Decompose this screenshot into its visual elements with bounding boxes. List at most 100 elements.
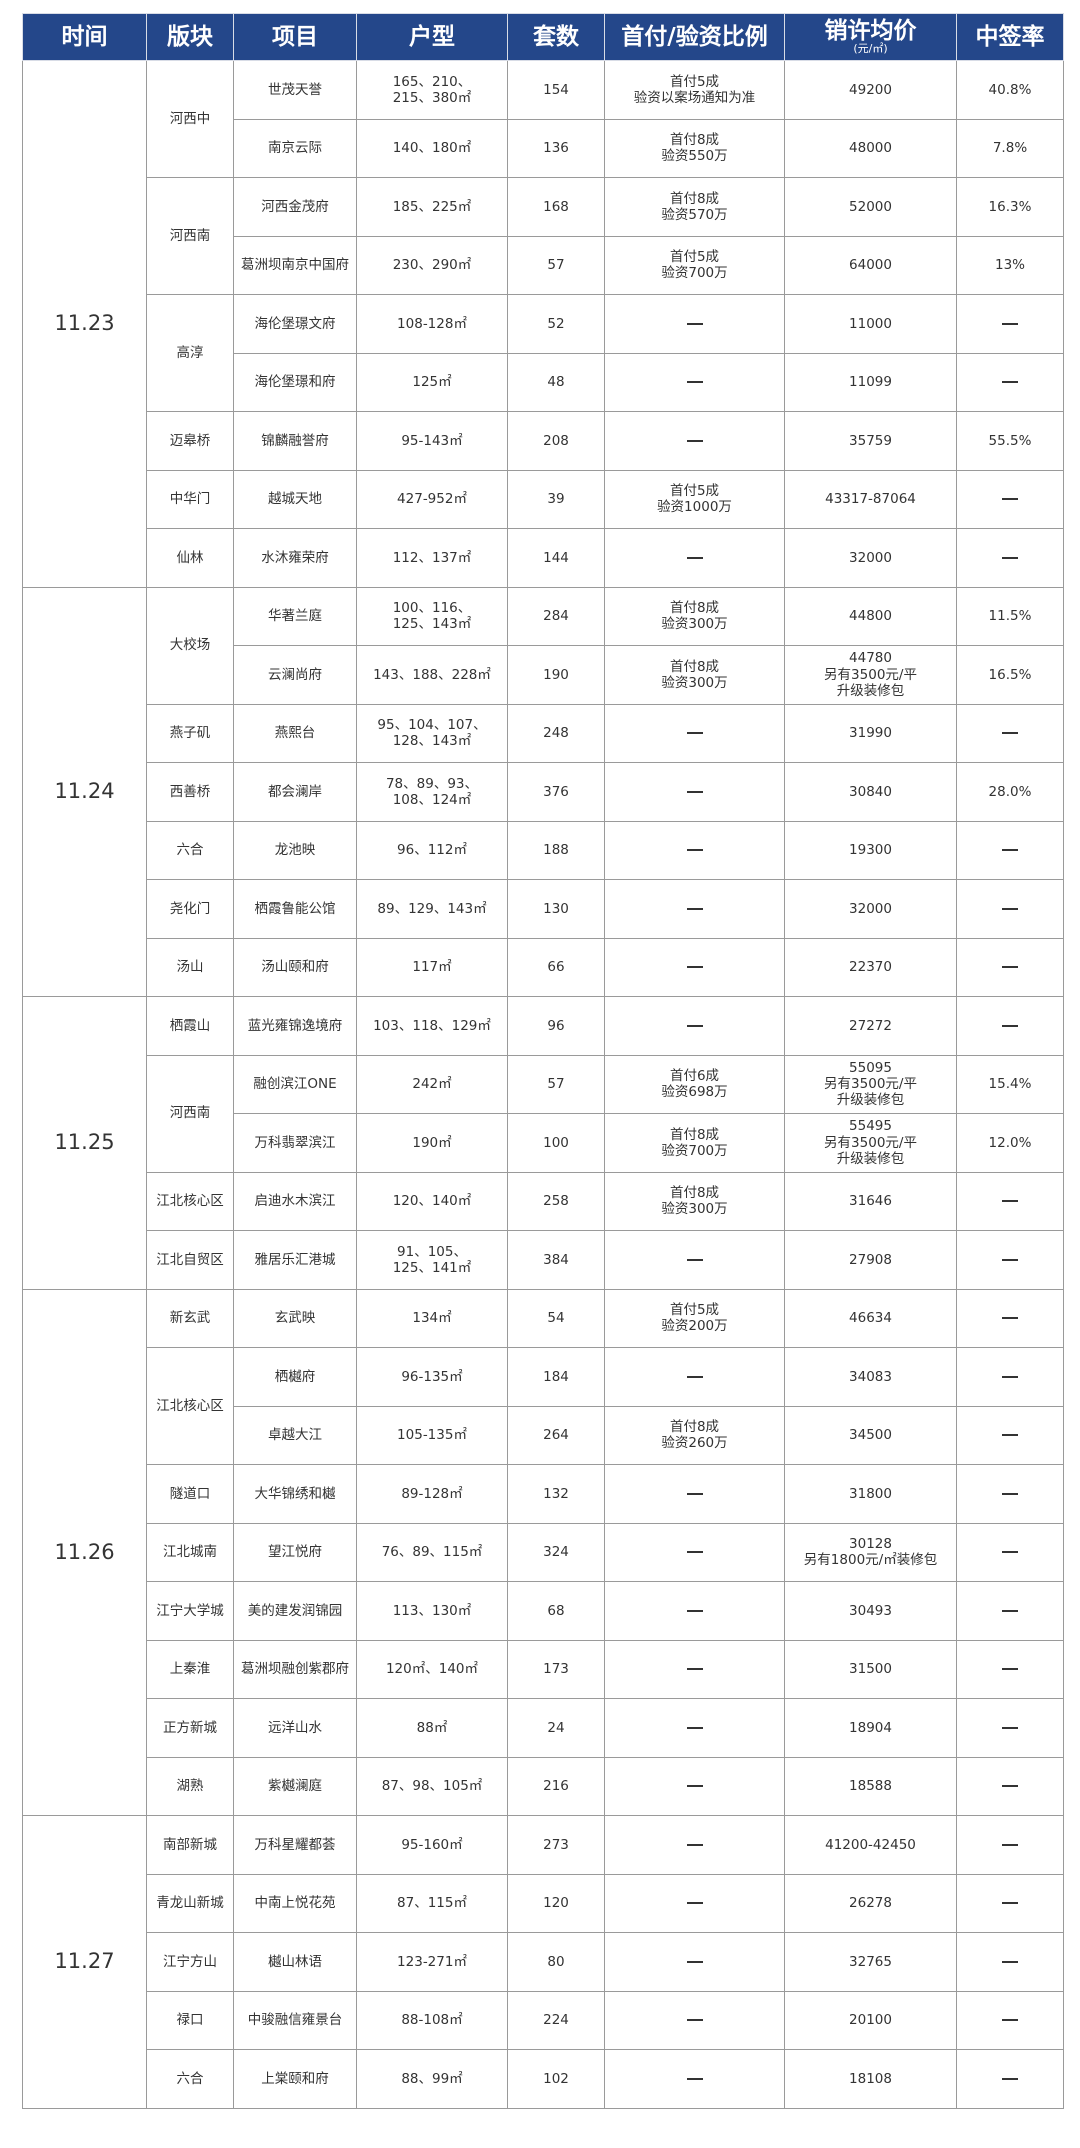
table-row: 江宁大学城 美的建发润锦园 113、130㎡ 68 30493	[23, 1581, 1064, 1641]
dash-mark	[686, 1726, 703, 1729]
unit-types-cell: 113、130㎡	[356, 1581, 508, 1641]
unit-types-cell: 143、188、228㎡	[356, 645, 508, 705]
win-rate-cell: 12.0%	[956, 1113, 1064, 1173]
payment-cell	[604, 1639, 785, 1699]
price-cell: 32000	[784, 879, 957, 939]
price-cell: 30128 另有1800元/㎡装修包	[784, 1522, 957, 1582]
price-cell: 46634	[784, 1288, 957, 1348]
price-cell: 20100	[784, 1990, 957, 2050]
block-cell: 江北核心区	[146, 1347, 234, 1465]
payment-cell	[604, 1815, 785, 1875]
header-row: 时间 版块 项目 户型 套数 首付/验资比例 销许均价 (元/㎡) 中签率	[22, 13, 1064, 61]
win-rate-cell	[956, 703, 1064, 763]
block-cell: 六合	[146, 2049, 234, 2109]
payment-cell	[604, 996, 785, 1056]
table-row: 湖熟 紫樾澜庭 87、98、105㎡ 216 18588	[23, 1756, 1064, 1816]
block-cell: 河西南	[146, 177, 234, 295]
price-cell: 30493	[784, 1581, 957, 1641]
header-price-unit: (元/㎡)	[853, 42, 888, 56]
win-rate-cell	[956, 1171, 1064, 1231]
project-cell: 融创滨江ONE	[233, 1054, 357, 1114]
payment-cell	[604, 294, 785, 354]
table-row: 正方新城 远洋山水 88㎡ 24 18904	[23, 1698, 1064, 1758]
project-cell: 大华锦绣和樾	[233, 1464, 357, 1524]
project-cell: 上棠颐和府	[233, 2049, 357, 2109]
price-cell: 35759	[784, 411, 957, 471]
block-cell: 高淳	[146, 294, 234, 412]
block-cell: 正方新城	[146, 1698, 234, 1758]
unit-count-cell: 120	[507, 1873, 605, 1933]
block-cell: 江北自贸区	[146, 1230, 234, 1290]
price-cell: 49200	[784, 60, 957, 120]
block-cell: 大校场	[146, 586, 234, 705]
block-cell: 汤山	[146, 937, 234, 997]
win-rate-cell: 13%	[956, 235, 1064, 295]
dash-mark	[686, 1492, 703, 1495]
unit-count-cell: 130	[507, 879, 605, 939]
date-cell: 11.23	[22, 60, 147, 588]
project-cell: 远洋山水	[233, 1698, 357, 1758]
price-cell: 18108	[784, 2049, 957, 2109]
unit-count-cell: 258	[507, 1171, 605, 1231]
unit-count-cell: 324	[507, 1522, 605, 1582]
win-rate-cell	[956, 1815, 1064, 1875]
dash-mark	[686, 322, 703, 325]
win-rate-cell	[956, 1756, 1064, 1816]
dash-mark	[686, 732, 703, 735]
table-row: 隧道口 大华锦绣和樾 89-128㎡ 132 31800	[23, 1464, 1064, 1524]
table-row: 上秦淮 葛洲坝融创紫郡府 120㎡、140㎡ 173 31500	[23, 1639, 1064, 1699]
unit-count-cell: 96	[507, 996, 605, 1056]
price-cell: 34083	[784, 1347, 957, 1407]
unit-types-cell: 100、116、 125、143㎡	[356, 586, 508, 646]
win-rate-cell: 15.4%	[956, 1054, 1064, 1114]
project-cell: 越城天地	[233, 469, 357, 529]
price-cell: 18904	[784, 1698, 957, 1758]
unit-count-cell: 136	[507, 118, 605, 178]
project-cell: 卓越大江	[233, 1405, 357, 1465]
price-cell: 55095 另有3500元/平 升级装修包	[784, 1054, 957, 1114]
project-cell: 启迪水木滨江	[233, 1171, 357, 1231]
price-cell: 52000	[784, 177, 957, 237]
price-cell: 41200-42450	[784, 1815, 957, 1875]
project-cell: 栖霞鲁能公馆	[233, 879, 357, 939]
table-row: 江宁方山 樾山林语 123-271㎡ 80 32765	[23, 1932, 1064, 1992]
dash-mark	[686, 1960, 703, 1963]
project-cell: 望江悦府	[233, 1522, 357, 1582]
win-rate-cell	[956, 937, 1064, 997]
unit-count-cell: 52	[507, 294, 605, 354]
win-rate-cell: 55.5%	[956, 411, 1064, 471]
project-cell: 玄武映	[233, 1288, 357, 1348]
price-cell: 18588	[784, 1756, 957, 1816]
unit-count-cell: 80	[507, 1932, 605, 1992]
unit-types-cell: 105-135㎡	[356, 1405, 508, 1465]
payment-cell	[604, 1522, 785, 1582]
dash-mark	[686, 1785, 703, 1788]
dash-mark	[1002, 1960, 1018, 1963]
payment-cell	[604, 1698, 785, 1758]
payment-cell	[604, 1990, 785, 2050]
payment-cell	[604, 820, 785, 880]
header-price: 销许均价 (元/㎡)	[784, 13, 957, 61]
unit-types-cell: 95-160㎡	[356, 1815, 508, 1875]
unit-count-cell: 132	[507, 1464, 605, 1524]
unit-count-cell: 144	[507, 528, 605, 588]
table-row: 六合 龙池映 96、112㎡ 188 19300	[23, 820, 1064, 880]
block-cell: 河西南	[146, 1054, 234, 1173]
unit-types-cell: 96-135㎡	[356, 1347, 508, 1407]
win-rate-cell	[956, 1522, 1064, 1582]
win-rate-cell	[956, 1990, 1064, 2050]
dash-mark	[1002, 1902, 1018, 1905]
project-cell: 云澜尚府	[233, 645, 357, 705]
table-row: 河西南 融创滨江ONE 242㎡ 57 首付6成 验资698万 55095 另有3500元…	[23, 1054, 1064, 1173]
unit-count-cell: 48	[507, 352, 605, 412]
dash-mark	[1002, 1492, 1018, 1495]
unit-count-cell: 57	[507, 1054, 605, 1114]
dash-mark	[1002, 556, 1018, 559]
table-row: 南京云际 140、180㎡ 136 首付8成 验资550万 48000 7.8%	[23, 118, 1064, 178]
unit-count-cell: 384	[507, 1230, 605, 1290]
price-cell: 64000	[784, 235, 957, 295]
payment-cell: 首付5成 验资1000万	[604, 469, 785, 529]
unit-types-cell: 78、89、93、 108、124㎡	[356, 762, 508, 822]
project-cell: 美的建发润锦园	[233, 1581, 357, 1641]
table-row: 江北核心区 启迪水木滨江 120、140㎡ 258 首付8成 验资300万 31646	[23, 1171, 1064, 1231]
